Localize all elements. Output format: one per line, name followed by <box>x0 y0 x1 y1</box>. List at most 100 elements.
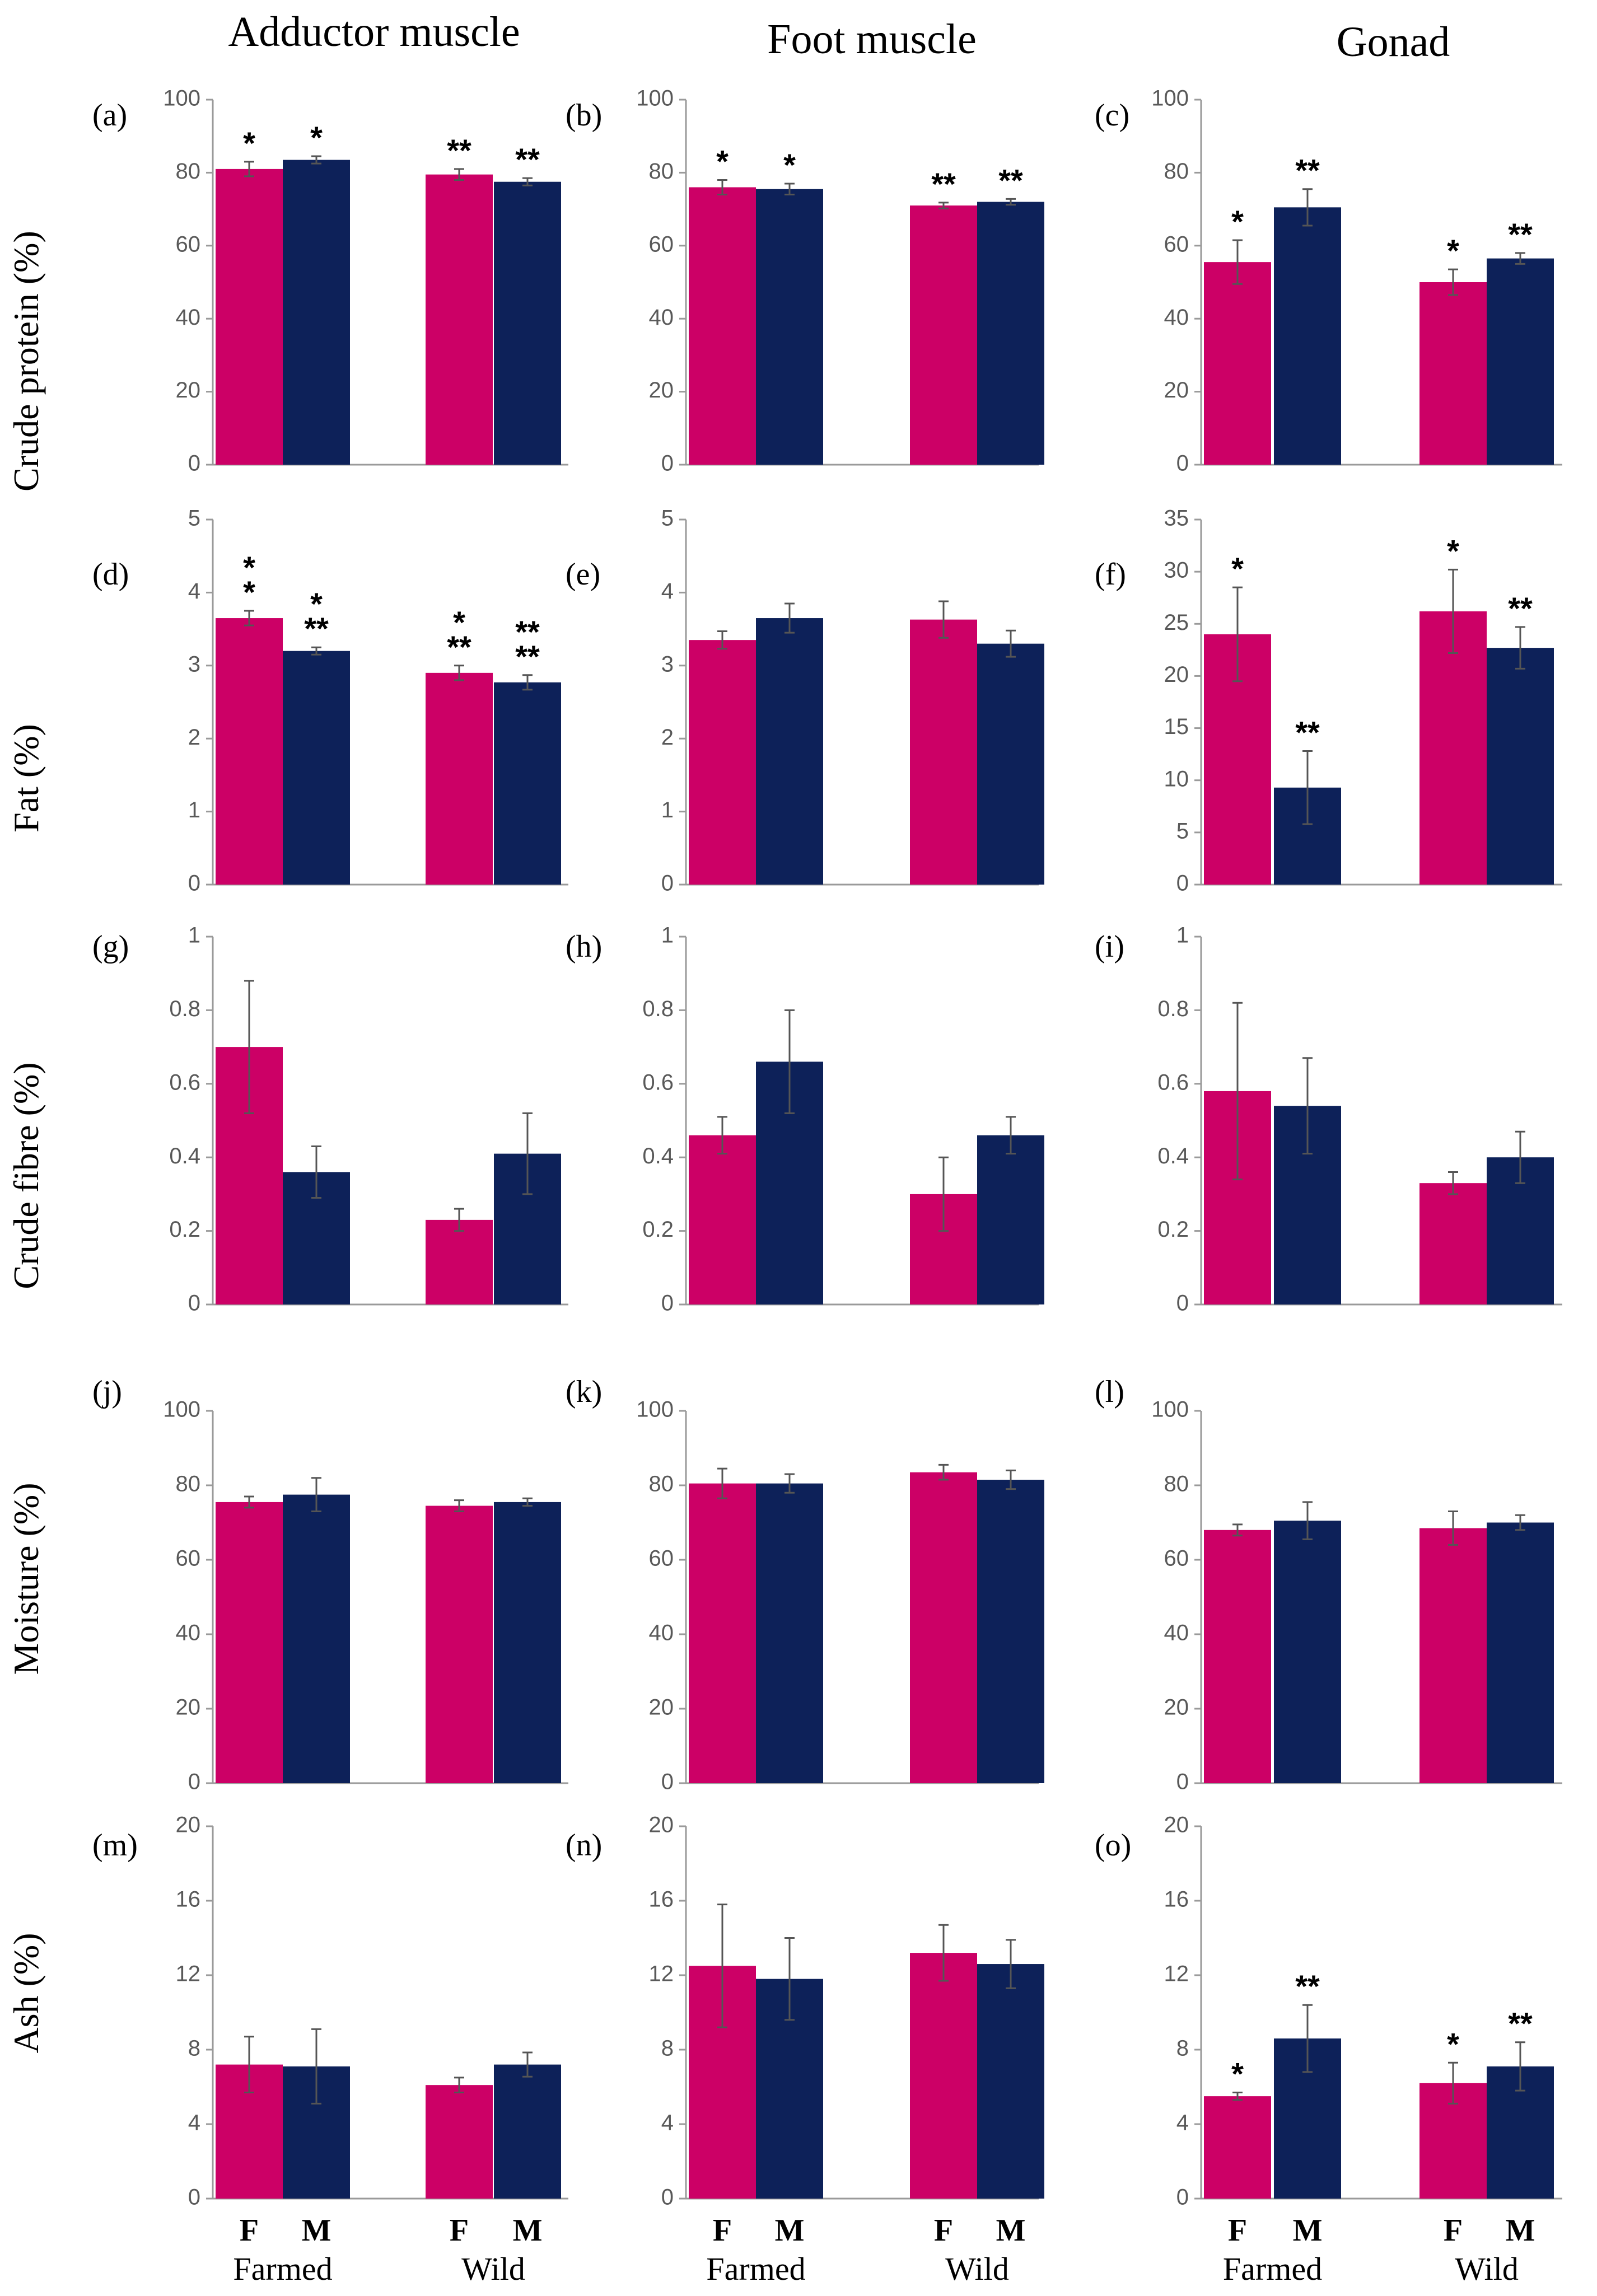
significance-mark: * <box>1447 533 1459 568</box>
y-tick-label: 60 <box>1164 1546 1189 1571</box>
bar-female-farmed <box>216 1502 283 1783</box>
y-tick-label: 0 <box>1176 451 1189 476</box>
x-tick-label: F <box>934 2213 953 2248</box>
panel-label: (o) <box>1095 1828 1131 1863</box>
y-tick-label: 0 <box>661 451 674 476</box>
significance-mark: * <box>243 550 255 585</box>
y-tick-label: 0 <box>188 451 200 476</box>
y-tick-label: 12 <box>176 1962 201 1986</box>
panel-label: (h) <box>566 929 602 964</box>
y-tick-label: 100 <box>1151 1397 1189 1422</box>
panel-l: (l) 0 20 40 60 80 100 <box>1095 1374 1562 1794</box>
significance-mark: ** <box>1508 591 1533 626</box>
panel-label: (i) <box>1095 929 1124 964</box>
panel-label: (b) <box>566 98 602 133</box>
y-tick-label: 100 <box>1151 86 1189 111</box>
bar-female-farmed <box>216 618 283 885</box>
y-tick-label: 0.4 <box>1157 1144 1189 1168</box>
y-tick-label: 60 <box>1164 232 1189 256</box>
y-tick-label: 0.2 <box>642 1217 674 1242</box>
y-tick-label: 80 <box>649 1472 674 1497</box>
panel-i: (i) 0 0.2 0.4 0.6 0.8 1 <box>1095 923 1562 1316</box>
y-tick-label: 15 <box>1164 714 1189 739</box>
column-header-adductor: Adductor muscle <box>228 8 520 55</box>
y-tick-label: 0.2 <box>1157 1217 1189 1242</box>
column-header-gonad: Gonad <box>1337 18 1450 66</box>
y-tick-label: 4 <box>661 579 674 604</box>
y-tick-label: 3 <box>188 652 200 676</box>
y-tick-label: 40 <box>649 1621 674 1645</box>
y-tick-label: 5 <box>1176 819 1189 843</box>
bar-female-wild <box>910 205 977 465</box>
bar-female-wild <box>910 1953 977 2199</box>
significance-mark: * <box>453 605 465 640</box>
x-tick-label: M <box>1506 2213 1535 2248</box>
y-tick-label: 0 <box>1176 1291 1189 1316</box>
bar-female-farmed <box>689 1483 756 1783</box>
y-tick-label: 0.4 <box>169 1144 200 1168</box>
panel-h: (h) 0 0.2 0.4 0.6 0.8 1 <box>566 923 1044 1316</box>
bar-female-wild <box>910 619 977 885</box>
panel-label: (l) <box>1095 1374 1124 1409</box>
y-tick-label: 20 <box>176 378 201 403</box>
panel-label: (e) <box>566 557 600 592</box>
panel-label: (k) <box>566 1374 602 1409</box>
y-tick-label: 0 <box>188 2185 200 2210</box>
y-tick-label: 60 <box>649 232 674 256</box>
y-tick-label: 1 <box>188 798 200 822</box>
y-tick-label: 60 <box>649 1546 674 1571</box>
significance-mark: ** <box>515 639 540 674</box>
y-tick-label: 0.6 <box>1157 1070 1189 1095</box>
bar-male-wild <box>977 202 1044 465</box>
significance-mark: * <box>1447 233 1459 268</box>
bar-male-wild <box>1487 648 1554 885</box>
panel-label: (m) <box>92 1828 138 1863</box>
significance-mark: ** <box>1295 153 1320 188</box>
significance-mark: * <box>1231 551 1244 586</box>
bar-male-farmed <box>283 1494 350 1783</box>
y-tick-label: 100 <box>163 86 200 111</box>
bar-female-wild <box>1419 1528 1487 1783</box>
y-tick-label: 40 <box>1164 1621 1189 1645</box>
x-tick-label: M <box>302 2213 331 2248</box>
y-tick-label: 12 <box>1164 1962 1189 1986</box>
y-tick-label: 2 <box>188 725 200 750</box>
y-tick-label: 60 <box>176 232 201 256</box>
y-tick-label: 0.6 <box>642 1070 674 1095</box>
bar-female-wild <box>1419 1183 1487 1304</box>
significance-mark: * <box>1231 204 1244 239</box>
bar-female-wild <box>426 1505 493 1783</box>
significance-mark: * <box>310 586 323 621</box>
significance-mark: * <box>1231 2056 1244 2091</box>
y-tick-label: 0 <box>1176 2185 1189 2210</box>
x-group-label: Wild <box>945 2251 1009 2287</box>
row-label-crude-fibre: Crude fibre (%) <box>6 1062 46 1289</box>
y-tick-label: 1 <box>661 923 674 948</box>
y-tick-label: 40 <box>1164 305 1189 330</box>
row-label-crude-protein: Crude protein (%) <box>6 231 46 492</box>
x-group-label: Wild <box>1455 2251 1519 2287</box>
y-tick-label: 25 <box>1164 610 1189 635</box>
significance-mark: * <box>716 143 729 179</box>
y-tick-label: 0 <box>661 1291 674 1316</box>
significance-mark: * <box>1447 2026 1459 2061</box>
y-tick-label: 16 <box>176 1887 201 1912</box>
y-tick-label: 20 <box>1164 378 1189 403</box>
y-tick-label: 1 <box>1176 923 1189 948</box>
x-group-label: Farmed <box>706 2251 805 2287</box>
significance-mark: ** <box>998 162 1023 198</box>
y-tick-label: 4 <box>188 579 200 604</box>
y-tick-label: 40 <box>649 305 674 330</box>
bar-female-wild <box>426 672 493 885</box>
y-tick-label: 0.6 <box>169 1070 200 1095</box>
y-tick-label: 20 <box>649 378 674 403</box>
bar-female-wild <box>426 174 493 465</box>
x-tick-label: M <box>1293 2213 1323 2248</box>
y-tick-label: 4 <box>661 2111 674 2135</box>
y-tick-label: 5 <box>661 506 674 531</box>
